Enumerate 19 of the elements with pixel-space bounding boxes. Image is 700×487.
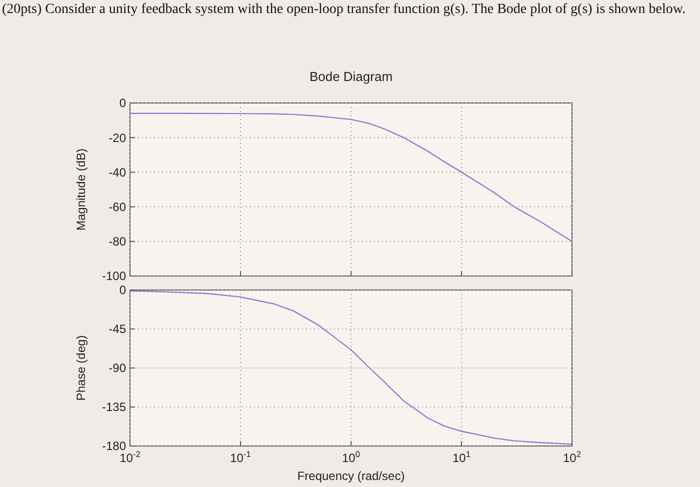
y-axis-title: Magnitude (dB) — [74, 148, 88, 231]
y-tick-label: -40 — [108, 165, 126, 180]
x-axis-title: Frequency (rad/sec) — [297, 469, 405, 483]
y-axis-title: Phase (deg) — [74, 335, 88, 401]
x-tick-label: 10$^{-1}$ — [230, 449, 252, 465]
chart-title: Bode Diagram — [309, 69, 393, 84]
y-tick-label: -100 — [102, 269, 126, 284]
x-tick-label: 10$^{1}$ — [452, 449, 471, 465]
y-tick-label: 0 — [119, 283, 126, 298]
text: (20pts) Consider a unity feedback system with the open-loop transfer function g(s). The Bode plot of g(s) is shown below. — [2, 2, 687, 18]
y-tick-label: -80 — [108, 234, 126, 249]
x-tick-label: 10$^{0}$ — [342, 449, 360, 465]
y-tick-label: -60 — [108, 200, 126, 214]
y-tick-label: -135 — [102, 400, 126, 414]
y-tick-label: -90 — [108, 361, 126, 376]
y-tick-label: -45 — [108, 322, 126, 336]
x-tick-label: 10$^{2}$ — [562, 449, 582, 465]
y-tick-label: 0 — [119, 96, 126, 110]
y-tick-label: -20 — [108, 130, 126, 145]
